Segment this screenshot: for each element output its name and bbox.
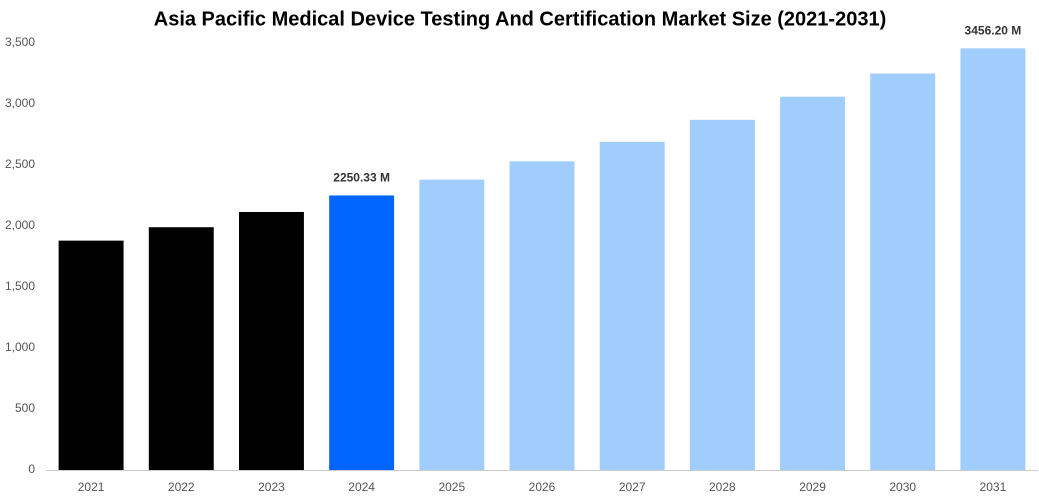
bar	[58, 240, 124, 470]
x-tick-label: 2028	[709, 480, 736, 494]
bar	[780, 96, 846, 471]
x-tick-label: 2026	[529, 480, 556, 494]
chart-title: Asia Pacific Medical Device Testing And …	[154, 8, 887, 30]
x-tick-label: 2022	[168, 480, 195, 494]
x-tick-label: 2021	[78, 480, 105, 494]
x-tick-label: 2031	[980, 480, 1007, 494]
bar	[870, 73, 936, 470]
y-tick-label: 3,500	[5, 35, 35, 49]
x-tick-label: 2023	[258, 480, 285, 494]
y-tick-label: 2,500	[5, 157, 35, 171]
bar	[329, 195, 395, 470]
y-tick-label: 1,500	[5, 279, 35, 293]
x-tick-label: 2030	[889, 480, 916, 494]
y-tick-label: 1,000	[5, 340, 35, 354]
bar	[689, 119, 755, 471]
y-tick-label: 0	[28, 462, 35, 476]
y-tick-label: 500	[15, 401, 35, 415]
x-tick-label: 2027	[619, 480, 646, 494]
value-label: 2250.33 M	[333, 171, 390, 185]
value-label: 3456.20 M	[965, 24, 1022, 38]
x-tick-label: 2025	[438, 480, 465, 494]
bar	[960, 48, 1026, 471]
y-tick-label: 3,000	[5, 96, 35, 110]
x-tick-label: 2024	[348, 480, 375, 494]
bar	[238, 211, 304, 470]
bar	[148, 227, 214, 470]
bar	[509, 161, 575, 470]
bar	[599, 141, 665, 470]
y-tick-label: 2,000	[5, 218, 35, 232]
bar	[419, 179, 485, 470]
x-tick-label: 2029	[799, 480, 826, 494]
